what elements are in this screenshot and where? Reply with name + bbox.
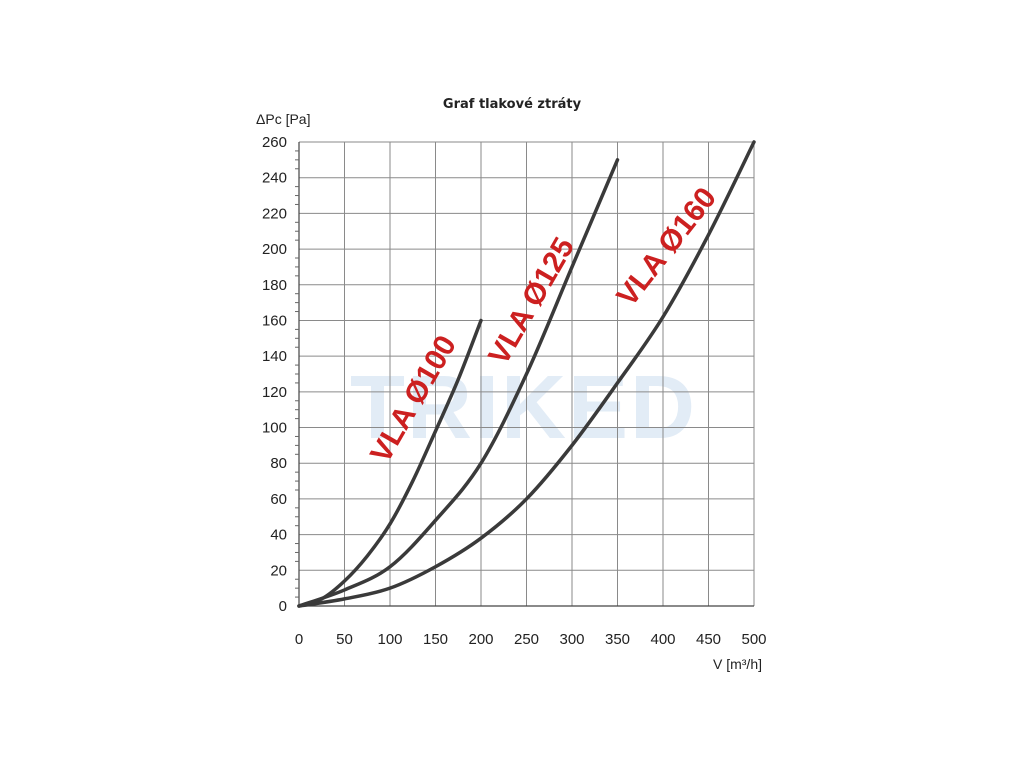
x-tick-label: 500 [741, 631, 766, 648]
x-tick-label: 450 [696, 631, 721, 648]
x-axis-label: V [m³/h] [713, 656, 762, 672]
y-tick-label: 220 [262, 205, 287, 222]
y-tick-labels: 0 20 40 60 80 100 120 140 160 180 200 220 240 260 [262, 134, 287, 615]
watermark: TRIKED [350, 358, 697, 458]
y-tick-label: 100 [262, 420, 287, 437]
y-tick-label: 0 [279, 598, 287, 615]
series-line-vla-125 [297, 158, 620, 608]
y-tick-label: 160 [262, 312, 287, 329]
x-tick-labels: 0 50 100 150 200 250 300 350 400 450 500 [295, 631, 767, 648]
y-tick-label: 240 [262, 170, 287, 187]
series-lines [297, 140, 756, 608]
x-tick-label: 350 [605, 631, 630, 648]
series-label: VLA Ø160 [610, 181, 723, 312]
y-tick-label: 260 [262, 134, 287, 151]
y-tick-label: 60 [270, 491, 287, 508]
y-tick-label: 180 [262, 277, 287, 294]
y-tick-label: 120 [262, 384, 287, 401]
x-tick-label: 0 [295, 631, 303, 648]
series-line-vla-160 [297, 140, 756, 608]
y-tick-label: 40 [270, 527, 287, 544]
series-label: VLA Ø125 [482, 232, 581, 370]
chart-title: Graf tlakové ztráty [443, 97, 582, 112]
x-tick-label: 300 [559, 631, 584, 648]
x-tick-label: 50 [336, 631, 353, 648]
x-tick-label: 250 [514, 631, 539, 648]
y-tick-label: 200 [262, 241, 287, 258]
y-tick-label: 20 [270, 562, 287, 579]
y-tick-label: 140 [262, 348, 287, 365]
x-tick-label: 400 [650, 631, 675, 648]
y-axis-label: ΔPc [Pa] [256, 111, 310, 127]
x-tick-label: 100 [377, 631, 402, 648]
x-tick-label: 150 [423, 631, 448, 648]
x-tick-label: 200 [468, 631, 493, 648]
y-tick-label: 80 [270, 455, 287, 472]
